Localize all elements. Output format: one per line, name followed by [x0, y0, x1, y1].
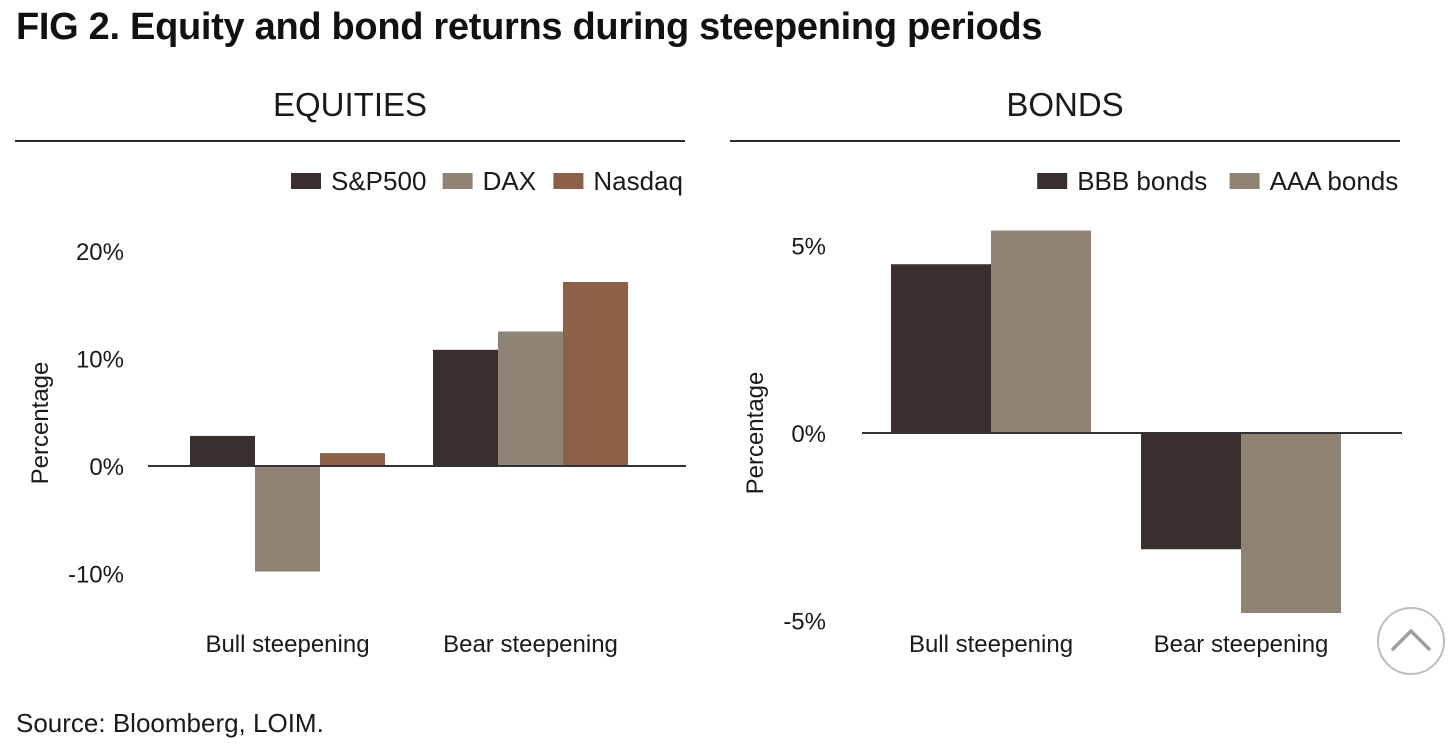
- bar-bbb-bonds-bear-steepening: [1141, 433, 1241, 550]
- y-axis-label: Percentage: [27, 362, 54, 485]
- x-category-label: Bull steepening: [909, 631, 1073, 658]
- bar-dax-bull-steepening: [255, 466, 320, 572]
- equities-panel-title: EQUITIES: [272, 86, 428, 123]
- bonds-title-rule: [730, 140, 1400, 142]
- bar-bbb-bonds-bull-steepening: [891, 264, 991, 433]
- legend-swatch-nasdaq: [553, 173, 584, 189]
- legend-label-nasdaq: Nasdaq: [593, 166, 683, 196]
- figure-title: FIG 2. Equity and bond returns during st…: [16, 6, 1043, 48]
- bar-nasdaq-bear-steepening: [563, 281, 628, 467]
- legend-label-aaa-bonds: AAA bonds: [1270, 166, 1399, 196]
- y-tick-label: -5%: [783, 609, 826, 636]
- scroll-to-top-button[interactable]: [1377, 607, 1445, 675]
- y-tick-label: 0%: [89, 454, 124, 481]
- x-category-label: Bear steepening: [443, 631, 618, 658]
- bonds-panel-title: BONDS: [1006, 86, 1124, 123]
- legend-label-dax: DAX: [483, 166, 536, 196]
- y-axis-label: Percentage: [742, 372, 769, 495]
- legend-swatch-dax: [442, 173, 473, 189]
- bar-nasdaq-bull-steepening: [320, 453, 385, 467]
- y-tick-label: 10%: [76, 346, 124, 373]
- equities-title-rule: [15, 140, 685, 142]
- source-note: Source: Bloomberg, LOIM.: [16, 708, 324, 738]
- bar-aaa-bonds-bear-steepening: [1241, 433, 1341, 613]
- x-category-label: Bull steepening: [205, 631, 369, 658]
- bar-aaa-bonds-bull-steepening: [991, 230, 1091, 433]
- legend-swatch-aaa-bonds: [1229, 173, 1260, 189]
- y-tick-label: -10%: [68, 562, 124, 589]
- bar-s-p500-bear-steepening: [433, 349, 498, 467]
- chevron-up-icon: [1391, 629, 1431, 651]
- y-tick-label: 5%: [791, 234, 826, 261]
- bar-dax-bear-steepening: [498, 331, 563, 467]
- legend-label-s-p500: S&P500: [331, 166, 426, 196]
- bar-s-p500-bull-steepening: [190, 435, 255, 467]
- y-tick-label: 0%: [791, 421, 826, 448]
- x-category-label: Bear steepening: [1154, 631, 1329, 658]
- legend-label-bbb-bonds: BBB bonds: [1077, 166, 1207, 196]
- legend-swatch-bbb-bonds: [1037, 173, 1068, 189]
- y-tick-label: 20%: [76, 239, 124, 266]
- legend-swatch-s-p500: [291, 173, 321, 189]
